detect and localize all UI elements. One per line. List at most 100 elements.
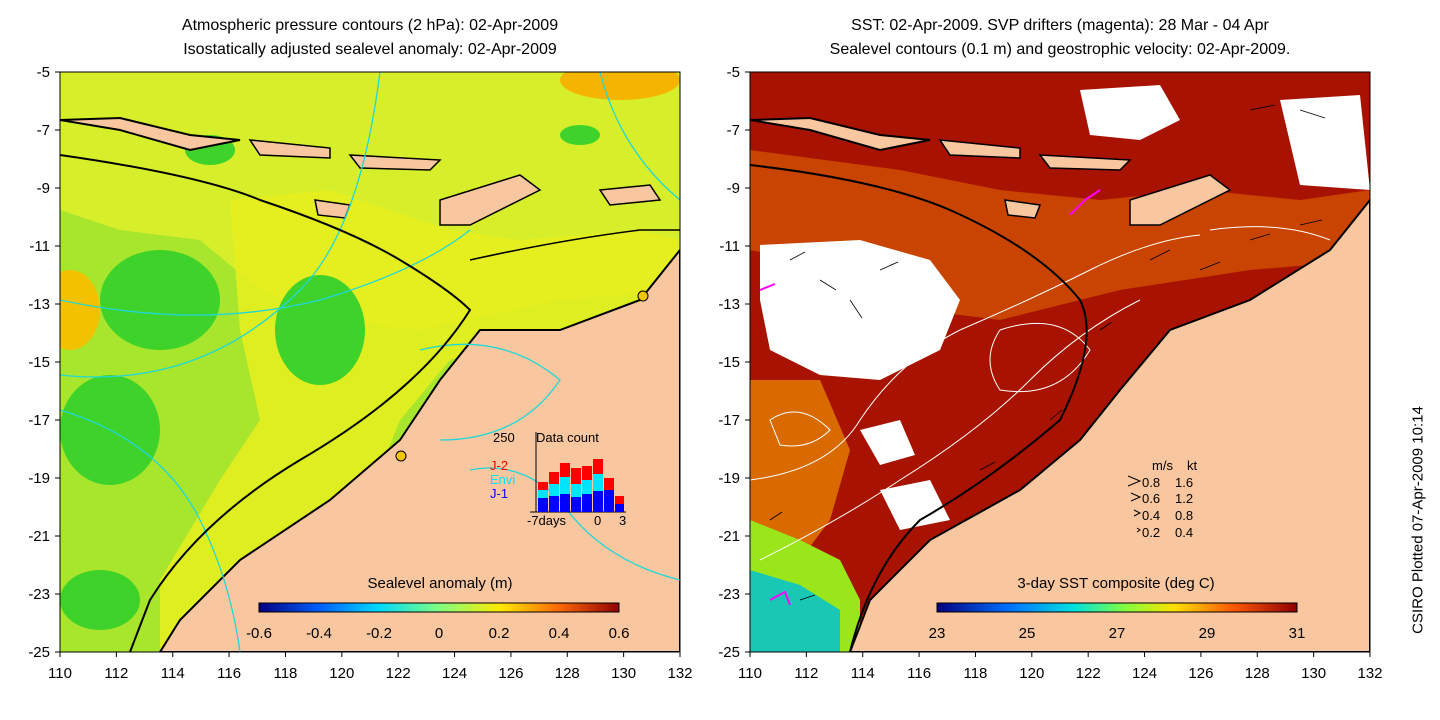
velocity-legend-kt: 1.6 [1175, 475, 1193, 490]
velocity-arrow [849, 299, 863, 319]
pressure-contour-6 [599, 72, 680, 201]
velocity-arrow [1249, 233, 1271, 241]
sla-low-4 [60, 570, 140, 630]
left-lon-tick-label: 126 [498, 665, 523, 682]
timor-sst [1129, 174, 1232, 226]
tide-gauge-marker-1 [637, 290, 649, 302]
plot-credit: CSIRO Plotted 07-Apr-2009 10:14 [1409, 406, 1427, 634]
left-cbar-tick: -0.4 [306, 625, 332, 642]
left-lon-tick-label: 118 [273, 665, 297, 682]
velocity-arrow [1199, 261, 1221, 271]
tide-gauge-marker-2 [395, 450, 407, 462]
sla-low-2 [275, 275, 365, 385]
tanimbar-island [598, 184, 662, 206]
left-lon-tick-label: 112 [104, 665, 128, 682]
inset-bar [538, 498, 548, 512]
left-cbar-tick: 0.6 [609, 625, 630, 642]
velocity-legend-arrow [1130, 492, 1142, 502]
inset-bar [549, 496, 559, 512]
sealevel-contour-1 [750, 234, 1201, 481]
left-lat-tick-label: -19 [28, 470, 50, 487]
inset-label-j2: J-2 [490, 458, 508, 473]
svp-drifter-track-3 [769, 590, 791, 606]
right-lon-tick-label: 122 [1076, 665, 1101, 682]
velocity-arrow [1049, 409, 1063, 421]
right-cbar-tick: 31 [1289, 625, 1306, 642]
left-lat-tick-label: -23 [28, 586, 50, 603]
inset-bar [604, 490, 614, 512]
velocity-arrow [979, 461, 996, 471]
bathymetry-contour-sst [750, 164, 1088, 652]
inset-title: Data count [536, 430, 599, 445]
left-cbar-tick: -0.2 [366, 625, 392, 642]
velocity-legend-ms: 0.8 [1142, 475, 1160, 490]
right-lon-tick-label: 118 [963, 665, 987, 682]
right-cbar-tick: 25 [1019, 625, 1036, 642]
right-lon-tick-label: 112 [794, 665, 818, 682]
velocity-legend-ms: 0.6 [1142, 491, 1160, 506]
velocity-arrow [1249, 104, 1276, 111]
inset-x-end: 3 [619, 513, 626, 528]
right-lat-tick-label: -5 [727, 64, 740, 81]
sla-orange-patch [560, 72, 680, 100]
right-cbar-tick: 29 [1199, 625, 1216, 642]
velocity-legend-kt: 1.2 [1175, 491, 1193, 506]
sla-low-1 [100, 250, 220, 350]
velocity-legend-arrow [1136, 527, 1141, 533]
left-lat-tick-label: -7 [37, 122, 50, 139]
sla-low-6 [560, 125, 600, 145]
right-title-line1: SST: 02-Apr-2009. SVP drifters (magenta)… [851, 17, 1269, 34]
timor-island [439, 174, 542, 226]
velocity-legend-ms: 0.2 [1142, 525, 1160, 540]
left-lon-tick-label: 120 [329, 665, 354, 682]
inset-label-j1: J-1 [490, 486, 508, 501]
bali-lombok-sst [938, 139, 1021, 159]
right-lat-tick-label: -17 [718, 412, 740, 429]
left-lat-tick-label: -17 [28, 412, 50, 429]
cloud-area-2 [1080, 85, 1180, 140]
right-lat-tick-label: -21 [718, 528, 740, 545]
velocity-legend-kt: 0.8 [1175, 508, 1193, 523]
java-island [60, 116, 241, 152]
left-lon-tick-label: 124 [442, 665, 467, 682]
sealevel-contour-2 [759, 299, 1141, 561]
velocity-arrow [1099, 321, 1113, 331]
inset-label-envi: Envi [490, 472, 515, 487]
inset-count-max: 250 [493, 430, 515, 445]
left-cbar-tick: 0.4 [549, 625, 570, 642]
left-title-line2: Isostatically adjusted sealevel anomaly:… [183, 41, 557, 58]
right-lon-tick-label: 130 [1301, 665, 1326, 682]
sla-orange-patch-west [60, 270, 100, 350]
inset-bar [571, 497, 581, 512]
right-lat-tick-label: -7 [727, 122, 740, 139]
geostrophic-velocity-arrows [769, 104, 1326, 601]
left-lon-tick-label: 130 [611, 665, 636, 682]
right-lat-tick-label: -13 [718, 296, 740, 313]
velocity-arrow [879, 261, 899, 271]
left-colorbar-ticks: -0.6 -0.4 -0.2 0 0.2 0.4 0.6 [246, 625, 629, 642]
inset-bar [593, 491, 603, 512]
bali-lombok-island [248, 139, 331, 159]
right-colorbar [936, 602, 1298, 613]
velocity-arrow [1299, 219, 1323, 226]
left-cbar-tick: -0.6 [246, 625, 272, 642]
left-title: Atmospheric pressure contours (2 hPa): 0… [60, 14, 680, 62]
bathymetry-contour-north [469, 229, 680, 261]
sealevel-contour-5 [1209, 226, 1331, 241]
cloud-area-4 [860, 420, 915, 465]
left-colorbar-label: Sealevel anomaly (m) [367, 575, 512, 592]
australia-land [158, 248, 680, 652]
velocity-legend-header-ms: m/s [1152, 458, 1173, 473]
right-cbar-tick: 23 [929, 625, 946, 642]
inset-bar [582, 494, 592, 512]
right-lat-tick-label: -23 [718, 586, 740, 603]
pressure-contour-1 [60, 72, 381, 378]
right-cbar-tick: 27 [1109, 625, 1126, 642]
right-lat-tick-label: -11 [719, 238, 740, 255]
pressure-contour-3 [60, 409, 241, 652]
right-title-line2: Sealevel contours (0.1 m) and geostrophi… [829, 41, 1291, 58]
left-lon-tick-label: 116 [217, 665, 241, 682]
right-colorbar-label: 3-day SST composite (deg C) [1017, 575, 1214, 592]
left-map [60, 72, 680, 652]
left-lon-tick-label: 128 [555, 665, 580, 682]
